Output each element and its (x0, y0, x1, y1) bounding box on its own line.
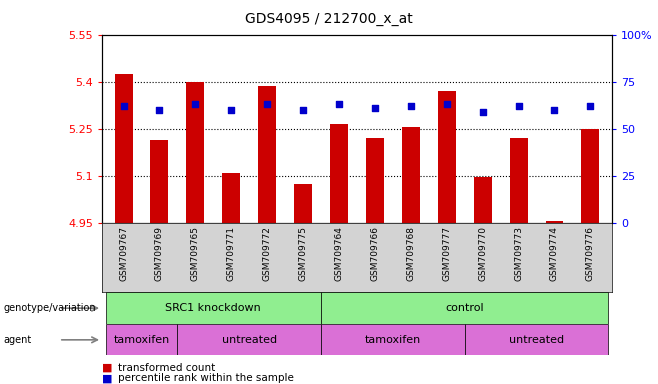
Bar (186, 82, 205, 223)
Bar (438, 91, 456, 223)
Bar (509, 138, 528, 223)
Text: agent: agent (3, 335, 32, 345)
Bar (178, 324, 321, 355)
Bar (321, 292, 609, 324)
Point (513, 103, 524, 109)
Point (442, 101, 452, 107)
Text: untreated: untreated (222, 335, 277, 345)
Bar (474, 177, 492, 223)
Point (226, 107, 236, 113)
Bar (321, 324, 465, 355)
Bar (222, 172, 240, 223)
Text: GSM709765: GSM709765 (191, 226, 200, 281)
Text: ■: ■ (102, 373, 113, 383)
Text: GSM709769: GSM709769 (155, 226, 164, 281)
Text: control: control (445, 303, 484, 313)
Point (154, 107, 164, 113)
Bar (465, 324, 609, 355)
Text: GSM709773: GSM709773 (514, 226, 523, 281)
Point (190, 101, 201, 107)
Text: GDS4095 / 212700_x_at: GDS4095 / 212700_x_at (245, 12, 413, 25)
Point (405, 103, 416, 109)
Text: GSM709777: GSM709777 (442, 226, 451, 281)
Bar (105, 292, 321, 324)
Point (262, 101, 272, 107)
Text: ■: ■ (102, 363, 113, 373)
Point (478, 109, 488, 115)
Bar (151, 140, 168, 223)
Point (334, 101, 344, 107)
Text: GSM709772: GSM709772 (263, 226, 272, 281)
Text: untreated: untreated (509, 335, 564, 345)
Bar (366, 138, 384, 223)
Point (585, 103, 595, 109)
Text: GSM709766: GSM709766 (370, 226, 380, 281)
Point (118, 103, 129, 109)
Text: tamoxifen: tamoxifen (113, 335, 170, 345)
Text: transformed count: transformed count (118, 363, 216, 373)
Text: percentile rank within the sample: percentile rank within the sample (118, 373, 294, 383)
Text: GSM709770: GSM709770 (478, 226, 487, 281)
Bar (330, 124, 348, 223)
Bar (114, 74, 132, 223)
Text: GSM709771: GSM709771 (227, 226, 236, 281)
Text: GSM709767: GSM709767 (119, 226, 128, 281)
Point (298, 107, 309, 113)
Text: GSM709775: GSM709775 (299, 226, 307, 281)
Point (370, 105, 380, 111)
Text: GSM709776: GSM709776 (586, 226, 595, 281)
Text: GSM709764: GSM709764 (334, 226, 343, 281)
Point (549, 107, 560, 113)
Text: tamoxifen: tamoxifen (365, 335, 421, 345)
Text: SRC1 knockdown: SRC1 knockdown (165, 303, 261, 313)
Bar (402, 127, 420, 223)
Bar (105, 324, 178, 355)
Text: GSM709774: GSM709774 (550, 226, 559, 281)
Bar (258, 86, 276, 223)
Bar (545, 221, 563, 223)
Bar (294, 184, 312, 223)
Text: genotype/variation: genotype/variation (3, 303, 96, 313)
Text: GSM709768: GSM709768 (407, 226, 415, 281)
Bar (582, 129, 599, 223)
